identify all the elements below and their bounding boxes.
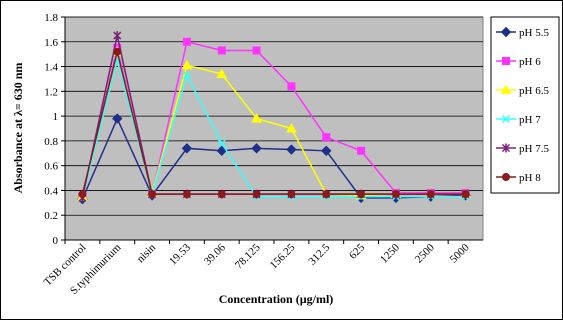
y-tick-label: 1.4 bbox=[44, 62, 58, 74]
plot-area bbox=[65, 17, 483, 240]
legend-marker bbox=[503, 174, 510, 181]
legend-label: pH 8 bbox=[519, 172, 541, 184]
y-axis-title: Absorbance at λ= 630 nm bbox=[11, 63, 25, 194]
y-tick-label: 0.8 bbox=[44, 136, 58, 148]
data-point bbox=[218, 47, 225, 54]
legend-box bbox=[491, 17, 559, 193]
data-point bbox=[183, 191, 190, 198]
data-point bbox=[358, 191, 365, 198]
y-tick-label: 1.2 bbox=[44, 86, 58, 98]
y-tick-label: 0.4 bbox=[44, 185, 58, 197]
legend-label: pH 7.5 bbox=[519, 143, 549, 155]
data-point bbox=[288, 83, 295, 90]
y-tick-label: 0.2 bbox=[44, 210, 58, 222]
data-point bbox=[392, 191, 399, 198]
y-tick-label: 0.6 bbox=[44, 161, 58, 173]
data-point bbox=[218, 191, 225, 198]
data-point bbox=[323, 134, 330, 141]
data-point bbox=[288, 191, 295, 198]
legend-label: pH 6 bbox=[519, 56, 541, 68]
data-point bbox=[427, 191, 434, 198]
data-point bbox=[183, 38, 190, 45]
y-tick-label: 1.8 bbox=[44, 12, 58, 24]
data-point bbox=[253, 191, 260, 198]
legend-label: pH 7 bbox=[519, 114, 541, 126]
legend: pH 5.5 pH 6 pH 6.5 pH 7 pH 7.5 pH 8 bbox=[491, 17, 559, 193]
legend-marker bbox=[503, 58, 510, 65]
legend-label: pH 6.5 bbox=[519, 85, 549, 97]
data-point bbox=[79, 191, 86, 198]
x-axis-title: Concentration (µg/ml) bbox=[219, 292, 334, 306]
data-point bbox=[253, 47, 260, 54]
y-tick-label: 0 bbox=[53, 235, 59, 247]
data-point bbox=[114, 48, 121, 55]
legend-label: pH 5.5 bbox=[519, 27, 549, 39]
data-point bbox=[358, 147, 365, 154]
y-tick-label: 1 bbox=[53, 111, 59, 123]
data-point bbox=[323, 191, 330, 198]
data-point bbox=[149, 191, 156, 198]
data-point bbox=[462, 191, 469, 198]
y-tick-label: 1.6 bbox=[44, 37, 58, 49]
